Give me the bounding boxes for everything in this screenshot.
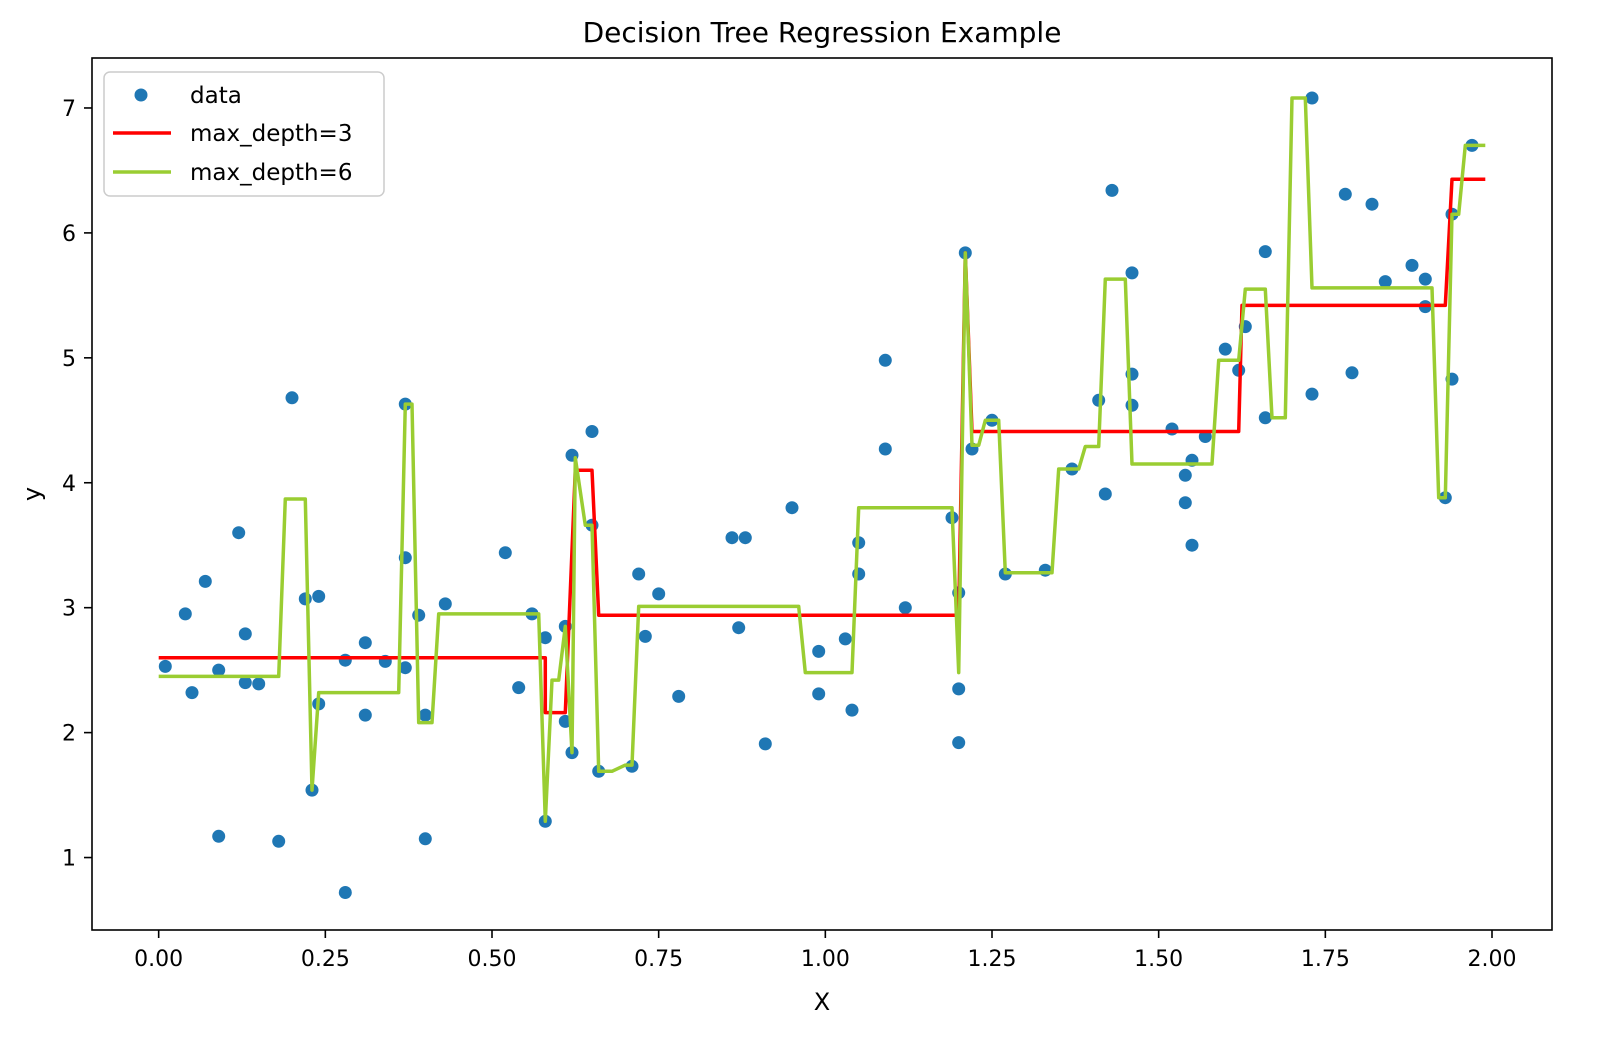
legend: data max_depth=3 max_depth=6	[103, 71, 385, 197]
data-point	[1338, 187, 1352, 201]
data-point	[878, 353, 892, 367]
data-point	[1185, 538, 1199, 552]
data-point	[1125, 266, 1139, 280]
data-point	[1365, 197, 1379, 211]
legend-label-data: data	[190, 83, 242, 109]
data-point	[1038, 563, 1052, 577]
chart-title: Decision Tree Regression Example	[583, 16, 1062, 49]
data-point	[238, 676, 252, 690]
x-tick-label: 1.75	[1301, 947, 1350, 972]
y-tick-label: 5	[62, 347, 76, 372]
data-point	[1258, 411, 1272, 425]
data-point	[212, 829, 226, 843]
y-tick-label: 7	[62, 97, 76, 122]
data-point	[178, 607, 192, 621]
y-axis: 1 2 3 4 5 6 7	[62, 97, 92, 872]
data-point	[758, 737, 772, 751]
data-point	[725, 531, 739, 545]
data-point	[1125, 398, 1139, 412]
x-axis: 0.00 0.25 0.50 0.75 1.00 1.25 1.50 1.75 2.00	[134, 930, 1516, 972]
data-point	[732, 621, 746, 635]
data-point	[212, 663, 226, 677]
x-tick-label: 1.50	[1134, 947, 1183, 972]
data-point	[398, 661, 412, 675]
x-tick-label: 0.75	[634, 947, 683, 972]
data-point	[185, 686, 199, 700]
data-point	[1165, 422, 1179, 436]
data-point	[878, 442, 892, 456]
legend-label-max-depth-3: max_depth=3	[190, 121, 352, 147]
data-point	[312, 589, 326, 603]
data-point	[338, 886, 352, 899]
data-point	[1258, 245, 1272, 259]
data-point	[812, 644, 826, 658]
data-point	[298, 592, 312, 606]
x-axis-label: X	[814, 988, 830, 1016]
data-point	[158, 659, 172, 673]
y-tick-label: 1	[62, 847, 76, 872]
data-point	[1418, 272, 1432, 286]
data-point	[285, 391, 299, 405]
data-point	[418, 708, 432, 722]
data-point	[338, 653, 352, 667]
data-point	[1105, 183, 1119, 197]
data-point	[438, 597, 452, 611]
data-point	[812, 687, 826, 701]
data-point	[1305, 387, 1319, 401]
legend-label-max-depth-6: max_depth=6	[190, 160, 352, 186]
data-point	[1098, 487, 1112, 501]
data-point	[1305, 91, 1319, 105]
data-point	[1218, 342, 1232, 356]
data-point	[198, 574, 212, 588]
plot-area-frame	[91, 57, 1553, 931]
x-tick-label: 0.00	[134, 947, 183, 972]
data-point	[845, 703, 859, 717]
x-tick-label: 1.00	[801, 947, 850, 972]
y-axis-label: y	[18, 487, 46, 501]
data-point	[952, 736, 966, 750]
data-point	[585, 425, 599, 438]
x-tick-label: 1.25	[968, 947, 1017, 972]
data-point	[1378, 275, 1392, 289]
data-point	[1345, 366, 1359, 380]
data-point	[358, 708, 372, 722]
y-tick-label: 6	[62, 222, 76, 247]
data-point	[785, 501, 799, 515]
data-point	[952, 682, 966, 696]
data-point	[838, 632, 852, 646]
data-point	[652, 587, 666, 601]
data-point	[252, 677, 266, 691]
x-tick-label: 0.25	[301, 947, 350, 972]
series-line-max-depth-6	[158, 96, 1486, 824]
x-tick-label: 0.50	[468, 947, 517, 972]
data-point	[898, 601, 912, 615]
legend-box	[103, 71, 385, 197]
y-tick-label: 3	[62, 597, 76, 622]
data-point	[1178, 496, 1192, 510]
x-tick-label: 2.00	[1468, 947, 1517, 972]
y-tick-label: 4	[62, 472, 76, 497]
data-point	[1178, 468, 1192, 482]
data-point	[238, 627, 252, 641]
data-point	[672, 689, 686, 703]
data-point	[272, 834, 286, 848]
y-tick-label: 2	[62, 722, 76, 747]
data-point	[512, 681, 526, 695]
data-point	[498, 546, 512, 560]
data-point	[638, 629, 652, 643]
data-point	[412, 608, 426, 622]
data-point	[1405, 258, 1419, 272]
data-point	[738, 531, 752, 545]
data-point	[418, 832, 432, 846]
legend-marker-data	[134, 88, 148, 102]
data-point	[232, 526, 246, 540]
data-point	[358, 636, 372, 650]
data-point	[632, 567, 646, 581]
data-point	[538, 631, 552, 645]
